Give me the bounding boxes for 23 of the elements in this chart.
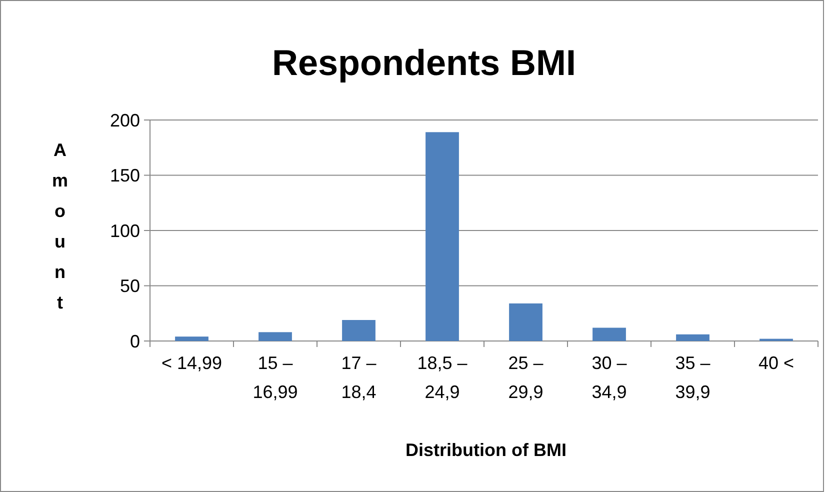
x-axis-title: Distribution of BMI [406,440,566,460]
chart-title: Respondents BMI [272,42,576,83]
bar [175,336,208,341]
x-tick-label: 25 – 29,9 [508,353,544,402]
y-tick-label: 150 [110,166,140,186]
x-tick-label: 30 – 34,9 [592,353,627,402]
bar [426,132,459,341]
bar [676,334,710,341]
bar [342,320,376,341]
bar [592,328,626,341]
x-tick-label: 40 < [758,353,794,373]
x-tick-label: 17 – 18,4 [341,353,376,402]
x-tick-label: < 14,99 [161,353,222,373]
x-tick-label: 15 – 16,99 [252,353,298,402]
y-tick-label: 200 [110,110,140,130]
bar [258,332,292,341]
y-tick-label: 0 [130,331,140,352]
bar [509,303,542,341]
x-tick-label: 35 – 39,9 [675,353,710,402]
x-tick-label: 18,5 – 24,9 [417,353,468,402]
y-tick-label: 50 [120,276,140,296]
y-tick-label: 100 [110,220,140,241]
y-axis-title: Amount [52,140,68,312]
